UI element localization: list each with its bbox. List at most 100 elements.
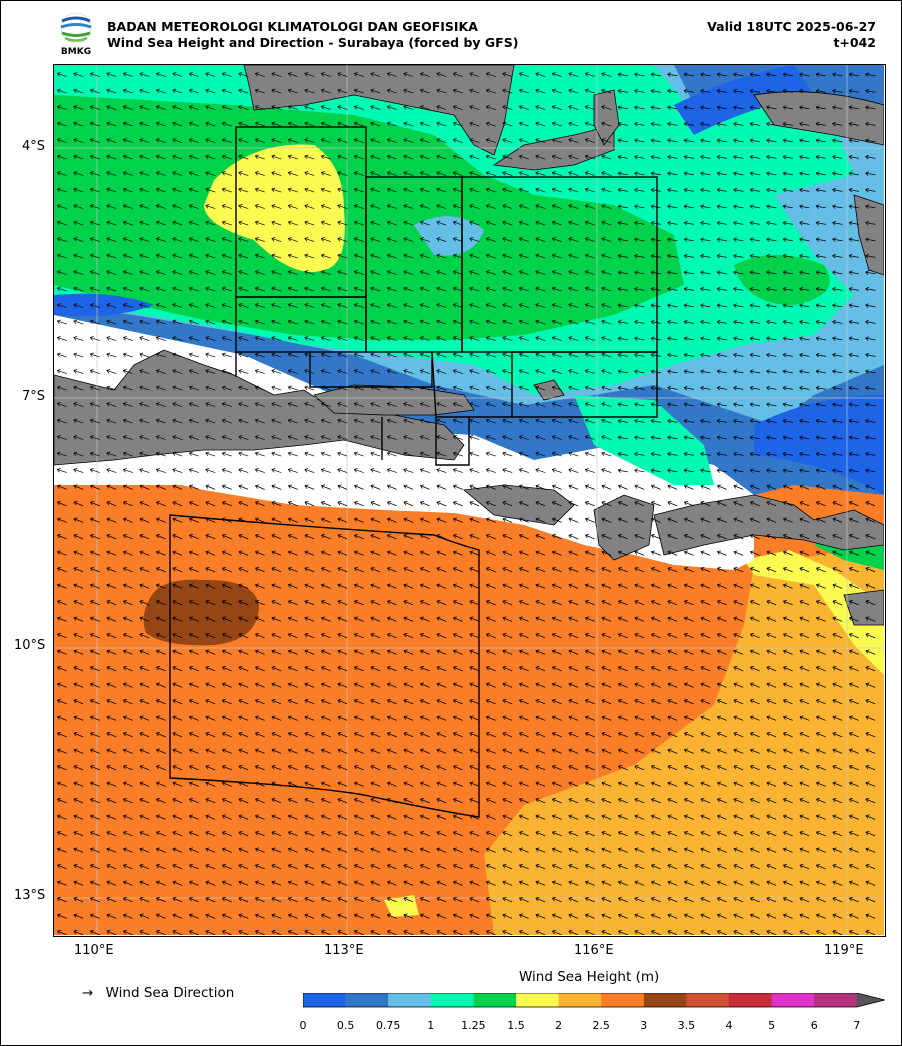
direction-arrow <box>485 187 496 193</box>
direction-arrow <box>172 253 183 259</box>
direction-arrow <box>271 187 282 193</box>
direction-arrow <box>386 121 397 127</box>
direction-arrow <box>370 138 381 143</box>
direction-arrow <box>320 121 331 127</box>
direction-arrow <box>601 204 612 209</box>
direction-arrow <box>502 138 513 143</box>
direction-arrow <box>122 154 133 160</box>
direction-arrow <box>122 138 133 143</box>
direction-arrow <box>568 253 579 259</box>
direction-arrow <box>683 253 694 259</box>
direction-arrow <box>749 237 760 242</box>
direction-arrow <box>716 121 727 127</box>
direction-arrow <box>749 105 760 110</box>
direction-arrow <box>205 171 216 176</box>
direction-arrow <box>73 138 84 143</box>
direction-arrow <box>799 138 810 143</box>
direction-arrow <box>617 253 628 259</box>
direction-arrow <box>155 105 166 110</box>
direction-arrow <box>634 72 645 77</box>
direction-arrow <box>287 187 298 193</box>
direction-arrow <box>700 171 711 176</box>
direction-arrow <box>716 253 727 259</box>
direction-arrow <box>733 105 744 110</box>
direction-arrow <box>172 138 183 143</box>
direction-arrow <box>766 204 777 209</box>
direction-arrow <box>221 72 232 77</box>
direction-arrow <box>320 270 331 275</box>
colorbar-tick-label: 0.75 <box>375 1019 401 1032</box>
direction-arrow <box>436 204 447 209</box>
direction-arrow <box>518 72 529 77</box>
direction-arrow <box>238 253 249 259</box>
direction-arrow <box>518 171 529 176</box>
direction-arrow <box>188 237 199 242</box>
direction-arrow <box>733 253 744 259</box>
direction-arrow <box>337 154 348 160</box>
direction-arrow <box>733 237 744 242</box>
direction-arrow <box>782 204 793 209</box>
direction-arrow <box>287 171 298 176</box>
direction-arrow <box>436 105 447 110</box>
direction-arrow <box>221 138 232 143</box>
direction-arrow <box>601 138 612 143</box>
direction-arrow <box>568 204 579 209</box>
direction-arrow <box>403 237 414 242</box>
direction-arrow <box>419 220 430 226</box>
direction-arrow <box>106 105 117 110</box>
direction-arrow <box>337 138 348 143</box>
direction-arrow <box>485 220 496 226</box>
direction-arrow <box>287 105 298 110</box>
direction-arrow <box>584 138 595 143</box>
direction-arrow <box>865 204 876 209</box>
land-bali <box>463 484 575 526</box>
direction-arrow <box>73 72 84 77</box>
direction-arrow <box>683 220 694 226</box>
direction-arrow <box>304 154 315 160</box>
direction-arrow <box>403 204 414 209</box>
direction-arrow <box>865 253 876 259</box>
direction-arrow <box>634 138 645 143</box>
direction-arrow <box>601 237 612 242</box>
direction-arrow <box>650 154 661 160</box>
direction-arrow <box>617 88 628 94</box>
direction-arrow <box>815 72 826 77</box>
direction-arrow <box>502 105 513 110</box>
direction-arrow <box>502 270 513 275</box>
direction-arrow <box>848 105 859 110</box>
direction-arrow <box>551 187 562 193</box>
direction-arrow <box>353 187 364 193</box>
direction-arrow <box>122 204 133 209</box>
direction-arrow <box>782 105 793 110</box>
direction-arrow <box>370 88 381 94</box>
direction-arrow <box>799 88 810 94</box>
direction-arrow <box>568 105 579 110</box>
direction-arrow <box>436 88 447 94</box>
direction-arrow <box>535 253 546 259</box>
direction-arrow <box>386 154 397 160</box>
direction-arrow <box>799 237 810 242</box>
direction-arrow <box>139 88 150 94</box>
direction-arrow <box>766 105 777 110</box>
direction-arrow <box>568 187 579 193</box>
direction-arrow <box>815 204 826 209</box>
direction-arrow <box>865 72 876 77</box>
direction-arrow <box>337 105 348 110</box>
direction-arrow <box>551 72 562 77</box>
lat-label-4s: 4°S <box>22 139 46 154</box>
direction-arrow <box>815 171 826 176</box>
direction-arrow <box>815 220 826 226</box>
direction-arrow <box>337 253 348 259</box>
direction-arrow <box>716 72 727 77</box>
direction-arrow <box>700 138 711 143</box>
direction-arrow <box>155 154 166 160</box>
direction-arrow <box>667 204 678 209</box>
direction-arrow <box>221 121 232 127</box>
direction-arrow <box>733 220 744 226</box>
product-title: Wind Sea Height and Direction - Surabaya… <box>107 35 519 50</box>
direction-arrow <box>172 171 183 176</box>
direction-arrow <box>865 138 876 143</box>
direction-arrow <box>502 121 513 127</box>
direction-arrow <box>551 220 562 226</box>
colorbar-tick-label: 3.5 <box>677 1019 696 1032</box>
